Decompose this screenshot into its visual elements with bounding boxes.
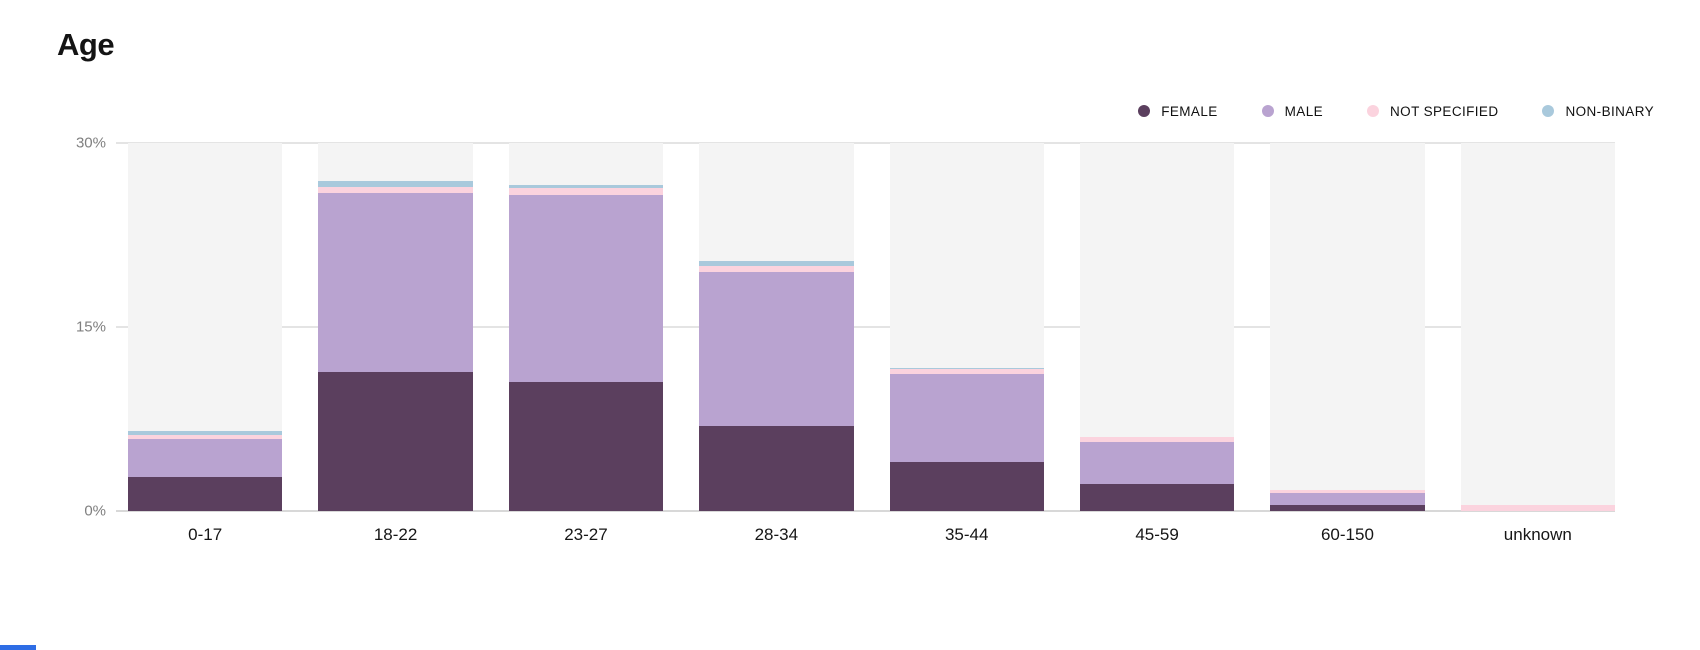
bar-segment-35-44-not-specified[interactable] — [889, 368, 1044, 374]
legend-dot-female — [1138, 105, 1151, 117]
page-title: Age — [57, 27, 115, 62]
legend-dot-not-specified — [1367, 105, 1380, 117]
x-tick-label-28-34: 28-34 — [754, 525, 799, 544]
bar-segment-0-17-male[interactable] — [128, 438, 283, 477]
bar-segment-23-27-non-binary[interactable] — [508, 184, 664, 189]
bar-track-unknown[interactable] — [1460, 143, 1615, 511]
legend-label: MALE — [1284, 103, 1324, 119]
legend-label: FEMALE — [1161, 103, 1218, 119]
x-tick-label-60-150: 60-150 — [1320, 525, 1374, 544]
bar-segment-28-34-male[interactable] — [699, 271, 854, 427]
y-tick-label: 30% — [75, 134, 106, 152]
bar-segment-18-22-non-binary[interactable] — [318, 181, 473, 188]
legend-label: NON-BINARY — [1565, 103, 1654, 119]
bar-track-45-59[interactable] — [1079, 143, 1235, 511]
x-tick-label-18-22: 18-22 — [373, 525, 418, 544]
bar-segment-18-22-male[interactable] — [318, 193, 473, 373]
x-tick-label-0-17: 0-17 — [188, 525, 223, 544]
bar-segment-unknown-not-specified[interactable] — [1460, 504, 1615, 511]
chart-legend: FEMALE MALE NOT SPECIFIED NON-BINARY — [0, 101, 1654, 121]
bar-segment-18-22-not-specified[interactable] — [318, 187, 473, 194]
bar-segment-60-150-male[interactable] — [1270, 492, 1425, 505]
bar-segment-18-22-female[interactable] — [318, 372, 473, 511]
legend-dot-male — [1261, 105, 1274, 117]
x-tick-label-unknown: unknown — [1503, 525, 1572, 544]
x-axis-baseline — [116, 510, 1615, 512]
bar-segment-35-44-male[interactable] — [889, 373, 1044, 462]
bar-segment-35-44-non-binary[interactable] — [889, 367, 1044, 369]
y-tick-label: 0% — [84, 502, 106, 520]
bar-track-60-150[interactable] — [1270, 143, 1425, 511]
y-tick-label: 15% — [75, 318, 106, 336]
bar-segment-60-150-not-specified[interactable] — [1270, 490, 1425, 493]
bar-track-35-44[interactable] — [889, 143, 1044, 511]
bar-segment-35-44-female[interactable] — [889, 461, 1044, 511]
plot-area: 0% 15% 30% — [76, 135, 1615, 520]
age-chart: 0% 15% 30% 0-17 18-22 23-27 28-34 35-44 45-59 60… — [76, 135, 1615, 545]
x-tick-label-35-44: 35-44 — [944, 525, 989, 544]
bar-segment-23-27-female[interactable] — [508, 382, 664, 511]
bottom-edge-accent — [0, 645, 36, 650]
legend-dot-non-binary — [1542, 105, 1555, 117]
bar-segment-0-17-female[interactable] — [128, 476, 283, 511]
gridline-15% — [116, 326, 1615, 328]
bar-segment-28-34-non-binary[interactable] — [699, 260, 854, 266]
x-tick-label-23-27: 23-27 — [564, 525, 608, 544]
bar-segment-60-150-female[interactable] — [1270, 504, 1425, 511]
x-tick-label-45-59: 45-59 — [1135, 525, 1179, 544]
bar-segment-45-59-male[interactable] — [1079, 442, 1235, 485]
bar-track-28-34[interactable] — [699, 143, 854, 511]
bar-segment-45-59-not-specified[interactable] — [1079, 437, 1235, 443]
legend-item-non-binary[interactable]: NON-BINARY — [1542, 104, 1654, 119]
bar-segment-0-17-non-binary[interactable] — [128, 431, 283, 435]
x-axis-labels: 0-17 18-22 23-27 28-34 35-44 45-59 60-150 unkno… — [128, 525, 1615, 545]
legend-label: NOT SPECIFIED — [1390, 103, 1499, 119]
bar-segment-23-27-not-specified[interactable] — [508, 188, 664, 195]
legend-item-not-specified[interactable]: NOT SPECIFIED — [1367, 104, 1498, 119]
legend-item-female[interactable]: FEMALE — [1138, 104, 1217, 119]
bars-container — [128, 143, 1615, 511]
bar-track-18-22[interactable] — [318, 143, 473, 511]
bar-segment-28-34-female[interactable] — [699, 426, 854, 511]
bar-segment-28-34-not-specified[interactable] — [699, 265, 854, 272]
bar-segment-23-27-male[interactable] — [508, 194, 664, 383]
bar-track-0-17[interactable] — [128, 143, 283, 511]
bar-segment-0-17-not-specified[interactable] — [128, 434, 283, 439]
legend-item-male[interactable]: MALE — [1261, 103, 1324, 119]
bar-track-23-27[interactable] — [508, 143, 664, 511]
gridline-30% — [116, 142, 1615, 144]
bar-segment-45-59-female[interactable] — [1079, 484, 1235, 511]
